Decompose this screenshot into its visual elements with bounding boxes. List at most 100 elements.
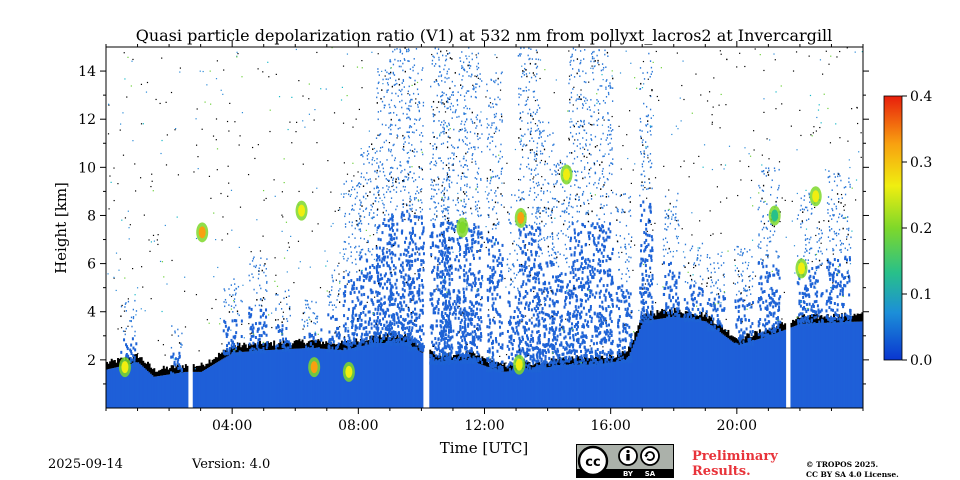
signal-pixel: [416, 340, 419, 344]
bl-column: [145, 369, 148, 408]
signal-pixel: [536, 111, 538, 114]
signal-pixel: [382, 246, 385, 250]
signal-pixel: [402, 268, 405, 272]
signal-pixel: [526, 350, 529, 354]
signal-pixel: [397, 338, 400, 342]
signal-pixel: [379, 238, 382, 242]
signal-pixel: [495, 212, 498, 215]
signal-pixel: [493, 206, 495, 208]
signal-pixel: [468, 332, 471, 336]
bl-column: [550, 366, 553, 408]
signal-pixel: [475, 90, 477, 93]
cloud-top-band: [626, 351, 629, 360]
signal-pixel: [383, 196, 386, 199]
cloud-top-band: [429, 349, 432, 358]
signal-pixel: [462, 291, 465, 295]
signal-pixel: [432, 269, 435, 273]
signal-pixel: [410, 347, 413, 351]
signal-pixel: [539, 356, 542, 360]
signal-pixel: [415, 47, 418, 50]
bl-column: [246, 351, 249, 408]
signal-pixel: [515, 243, 518, 246]
signal-pixel: [441, 99, 443, 101]
signal-pixel: [435, 354, 438, 358]
signal-pixel: [409, 197, 411, 200]
signal-pixel: [469, 317, 472, 321]
signal-pixel: [445, 360, 448, 364]
signal-pixel: [356, 191, 358, 194]
signal-pixel: [434, 47, 436, 50]
signal-pixel: [497, 186, 499, 189]
signal-pixel: [370, 298, 373, 302]
signal-pixel: [522, 325, 525, 329]
signal-pixel: [408, 342, 411, 346]
signal-pixel: [547, 207, 550, 210]
cloud-top-band: [232, 345, 235, 353]
signal-pixel: [488, 289, 491, 293]
signal-pixel: [407, 162, 409, 164]
signal-pixel: [535, 67, 538, 69]
signal-pixel: [394, 58, 396, 61]
signal-pixel: [467, 246, 470, 250]
signal-pixel: [437, 257, 440, 261]
cloud-top-band: [711, 320, 714, 327]
signal-pixel: [466, 183, 468, 186]
signal-pixel: [544, 360, 547, 364]
signal-pixel: [523, 143, 525, 146]
signal-pixel: [431, 59, 434, 62]
signal-pixel: [278, 303, 280, 305]
signal-pixel: [524, 233, 527, 237]
bl-column: [290, 348, 293, 408]
signal-pixel: [260, 348, 263, 352]
signal-pixel: [379, 161, 381, 163]
signal-pixel: [441, 222, 444, 226]
signal-pixel: [414, 192, 417, 195]
bl-column: [296, 348, 299, 408]
signal-pixel: [539, 161, 541, 164]
signal-pixel: [390, 238, 393, 242]
signal-pixel: [477, 200, 480, 203]
signal-pixel: [500, 193, 502, 195]
cloud-top-band: [306, 342, 309, 349]
signal-pixel: [376, 293, 379, 297]
signal-pixel: [455, 204, 457, 206]
signal-pixel: [431, 181, 433, 184]
signal-pixel: [129, 320, 131, 322]
bl-column: [544, 367, 547, 408]
signal-pixel: [525, 100, 527, 102]
signal-pixel: [440, 338, 443, 342]
cloud-top-band: [664, 309, 667, 318]
signal-pixel: [420, 263, 423, 267]
signal-pixel: [488, 124, 490, 127]
signal-pixel: [414, 258, 417, 262]
signal-pixel: [476, 171, 479, 174]
signal-pixel: [320, 328, 323, 332]
signal-pixel: [438, 56, 440, 59]
signal-pixel: [409, 340, 412, 344]
signal-pixel: [412, 297, 415, 301]
bl-column: [530, 369, 533, 408]
signal-pixel: [486, 264, 489, 268]
signal-pixel: [492, 318, 495, 322]
signal-pixel: [343, 253, 346, 255]
signal-pixel: [526, 166, 528, 168]
cloud-top-band: [657, 312, 660, 319]
signal-pixel: [407, 160, 410, 163]
cloud-top-band: [728, 335, 731, 340]
signal-pixel: [480, 320, 483, 324]
signal-pixel: [547, 201, 549, 203]
signal-pixel: [480, 332, 483, 336]
signal-pixel: [393, 341, 396, 345]
signal-pixel: [376, 229, 378, 231]
signal-pixel: [499, 314, 502, 318]
signal-pixel: [407, 135, 410, 137]
signal-pixel: [229, 294, 231, 296]
bl-column: [776, 332, 779, 408]
signal-pixel: [536, 164, 538, 166]
signal-pixel: [389, 342, 392, 346]
signal-pixel: [378, 332, 381, 336]
signal-pixel: [459, 60, 462, 62]
signal-pixel: [481, 274, 484, 278]
cloud-top-band: [815, 313, 818, 324]
cloud-top-band: [661, 308, 664, 319]
